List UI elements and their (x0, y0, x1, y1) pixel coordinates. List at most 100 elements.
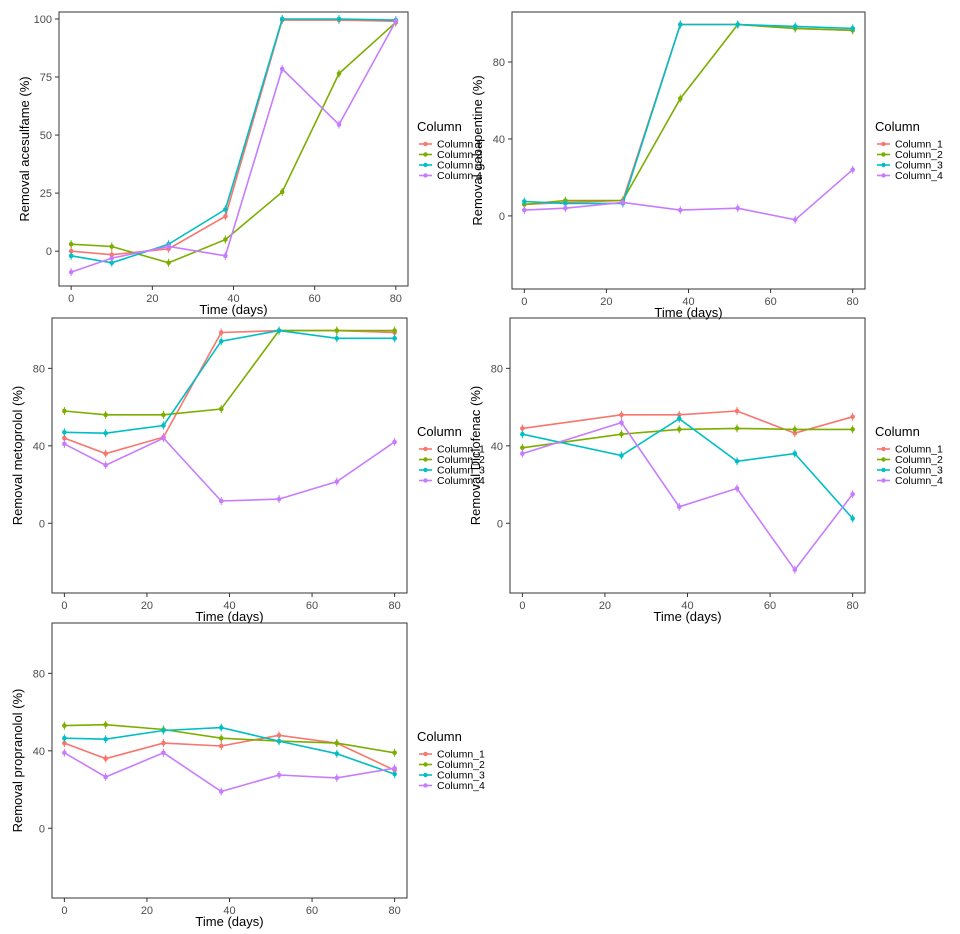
y-axis-title: Removal gabapentine (%) (470, 75, 485, 225)
legend-key-point (423, 141, 428, 147)
series-line-column-2 (524, 23, 853, 206)
data-point (392, 771, 397, 777)
y-tick-label: 0 (46, 246, 52, 258)
data-point (62, 408, 67, 414)
legend-key-point (881, 173, 886, 178)
data-point (619, 420, 624, 425)
legend-label: Column_3 (437, 770, 485, 782)
data-point (850, 26, 855, 31)
series-column-4 (62, 748, 397, 796)
series-column-4 (520, 418, 855, 574)
y-tick-label: 80 (33, 668, 45, 680)
y-tick-label: 40 (493, 134, 505, 146)
x-tick-label: 40 (681, 600, 693, 612)
x-tick-label: 60 (306, 905, 318, 917)
series-column-2 (68, 18, 399, 267)
x-tick-label: 20 (146, 293, 158, 305)
data-point (392, 336, 397, 341)
chart-panel-3: 0 20 40 60 80 0 40 80 Time (days) Removal metopro… (10, 317, 485, 624)
x-tick-label: 80 (388, 600, 400, 612)
legend-label: Column_3 (437, 465, 485, 477)
y-tick-label: 80 (493, 57, 505, 69)
data-point (276, 328, 282, 333)
data-point (520, 445, 525, 451)
legend-label: Column_1 (895, 444, 943, 456)
chart-panel-4: 0 20 40 60 80 0 40 80 Time (days) Removal Diclofe… (468, 317, 943, 624)
data-point (850, 516, 855, 521)
data-point (276, 733, 282, 738)
legend-key-point (881, 446, 886, 452)
legend-key-point (881, 152, 886, 157)
data-point (336, 16, 342, 22)
legend-key-point (423, 467, 428, 473)
legend-title: Column (875, 119, 920, 134)
data-point (792, 451, 798, 456)
legend-label: Column_4 (437, 475, 485, 487)
x-tick-label: 40 (227, 293, 239, 305)
data-point (109, 260, 115, 266)
series-line-column-2 (64, 329, 395, 416)
legend-key-point (881, 478, 886, 483)
data-point (103, 430, 108, 436)
legend-key-point (423, 783, 428, 788)
legend-title: Column (417, 424, 462, 439)
legend-label: Column_1 (437, 749, 485, 761)
legend-label: Column_4 (895, 170, 943, 182)
y-tick-label: 40 (491, 441, 503, 453)
data-point (334, 336, 340, 341)
x-tick-label: 20 (600, 296, 612, 308)
data-point (850, 491, 855, 497)
series-line-column-4 (524, 169, 854, 221)
legend-key-point (881, 141, 886, 147)
series-column-3 (68, 14, 399, 267)
y-tick-label: 80 (33, 363, 45, 375)
series-column-1 (522, 20, 855, 209)
data-point (735, 22, 741, 27)
data-point (68, 248, 74, 254)
series-column-1 (62, 326, 397, 458)
x-tick-label: 0 (519, 600, 525, 612)
y-tick-label: 75 (40, 72, 52, 84)
data-point (68, 269, 74, 275)
legend-key-point (423, 772, 428, 778)
legend-key-point (881, 467, 886, 473)
data-point (103, 774, 108, 780)
data-point (218, 338, 224, 344)
series-line-column-1 (522, 410, 853, 435)
data-point (792, 217, 798, 223)
data-point (161, 740, 166, 746)
data-point (334, 775, 340, 781)
legend-label: Column_2 (895, 454, 943, 466)
data-point (792, 567, 798, 573)
data-point (103, 412, 108, 418)
data-point (850, 427, 855, 432)
series-line-column-3 (524, 23, 853, 205)
data-point (62, 435, 67, 441)
legend-label: Column_1 (895, 139, 943, 151)
series-line-column-3 (64, 726, 395, 775)
legend-label: Column_3 (895, 465, 943, 477)
data-point (218, 725, 224, 730)
legend-label: Column 4 (437, 170, 482, 182)
data-point (392, 765, 397, 771)
legend-key-point (423, 162, 428, 168)
x-tick-label: 80 (388, 905, 400, 917)
y-axis-title: Removal Diclofenac (%) (468, 386, 483, 525)
legend-label: Column_2 (895, 149, 943, 161)
x-tick-label: 60 (764, 296, 776, 308)
plot-border (511, 11, 866, 290)
data-point (850, 414, 855, 420)
x-tick-label: 60 (764, 600, 776, 612)
y-tick-label: 50 (40, 130, 52, 142)
x-axis-title: Time (days) (195, 914, 263, 929)
series-line-column-1 (524, 23, 853, 206)
data-point (276, 738, 282, 744)
data-point (676, 416, 682, 422)
data-point (68, 241, 74, 247)
series-column-3 (522, 20, 855, 208)
series-line-column-2 (522, 427, 853, 449)
series-column-4 (62, 434, 397, 506)
legend-label: Column_2 (437, 759, 485, 771)
